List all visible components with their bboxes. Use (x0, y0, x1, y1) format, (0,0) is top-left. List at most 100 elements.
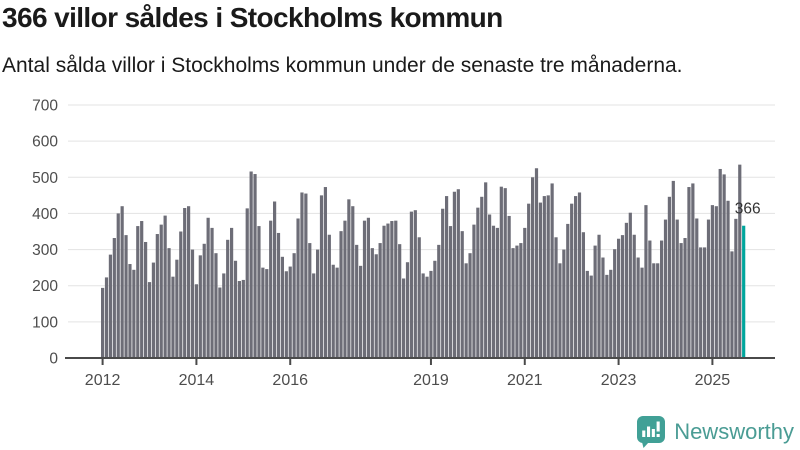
bar (738, 164, 742, 358)
bar (292, 253, 296, 358)
bar (695, 218, 699, 358)
bar (163, 215, 167, 358)
bar (112, 238, 116, 358)
bar (523, 227, 527, 358)
bar (296, 218, 300, 358)
chart-subtitle: Antal sålda villor i Stockholms kommun u… (2, 54, 683, 77)
bar (218, 287, 222, 358)
bar (276, 232, 281, 358)
bar (241, 279, 245, 358)
bar (534, 168, 539, 358)
bar (190, 249, 195, 358)
page-title: 366 villor såldes i Stockholms kommun (2, 2, 503, 33)
bar (366, 217, 371, 358)
bar (718, 168, 722, 358)
bar (507, 215, 511, 358)
bar (456, 189, 460, 358)
bar (171, 276, 175, 358)
bar (347, 199, 351, 358)
bar (542, 196, 546, 358)
bar (538, 202, 543, 358)
bar (601, 257, 605, 358)
bar (335, 267, 339, 358)
bar (566, 223, 570, 358)
bar (104, 277, 109, 358)
bar (316, 249, 320, 358)
bar (503, 188, 507, 358)
bar (585, 270, 589, 358)
bar (222, 273, 226, 358)
bar (226, 239, 230, 358)
bar (593, 245, 597, 358)
bar (667, 196, 671, 358)
bar (343, 220, 347, 358)
bar (464, 263, 468, 358)
bar (101, 287, 105, 358)
bar (144, 241, 148, 358)
bar (628, 212, 632, 358)
bar (136, 226, 140, 358)
bar (671, 180, 675, 358)
bar (214, 253, 218, 358)
bar (273, 201, 277, 358)
bar (108, 254, 113, 358)
bar (460, 231, 464, 358)
bar (179, 231, 183, 358)
bar (308, 243, 312, 358)
bar (355, 244, 359, 358)
bar (331, 264, 335, 358)
bar (699, 247, 703, 358)
bar (304, 193, 308, 358)
bar (616, 238, 621, 358)
bar (452, 191, 457, 358)
bar (609, 269, 613, 358)
bar (237, 281, 242, 358)
bar-chart: 0 100 200 300 400 500 600 700 2012 2014 2016 2019 20… (32, 98, 775, 389)
bar (550, 183, 554, 358)
bar (640, 267, 644, 358)
bar (159, 224, 163, 358)
bar (374, 254, 378, 358)
y-axis-tick-label: 0 (49, 351, 58, 368)
bar (132, 269, 136, 358)
brand-name: Newsworthy (674, 419, 794, 444)
bar (249, 171, 253, 358)
bar (120, 206, 124, 358)
bar (734, 218, 738, 358)
bar (679, 243, 683, 358)
y-axis-tick-label: 300 (32, 242, 58, 259)
bar (597, 234, 601, 358)
bar (183, 208, 187, 358)
bar (620, 235, 625, 358)
bar (573, 196, 578, 358)
bar (370, 248, 374, 358)
bar (632, 234, 636, 358)
bar (706, 219, 711, 358)
highlighted-bar (742, 225, 746, 358)
bar (499, 186, 503, 358)
bar (433, 260, 437, 358)
bar (339, 231, 343, 358)
bar (722, 174, 726, 358)
bar (577, 192, 582, 358)
bar (527, 203, 531, 358)
bar (487, 214, 492, 358)
x-axis-tick-label: 2023 (601, 372, 637, 389)
bar (280, 256, 285, 358)
x-axis-tick-label: 2025 (695, 372, 731, 389)
bar (656, 263, 660, 358)
bar (206, 217, 210, 358)
bar (570, 203, 574, 358)
bar (519, 243, 523, 358)
bar (480, 196, 484, 358)
bar (417, 237, 421, 358)
bar (636, 257, 640, 358)
bar (468, 253, 472, 358)
x-axis-tick-label: 2019 (413, 372, 449, 389)
bar (558, 263, 562, 358)
bar (128, 264, 132, 358)
bar (198, 255, 202, 358)
y-axis-tick-label: 100 (32, 314, 58, 331)
bar (491, 225, 496, 358)
bar (147, 282, 152, 358)
